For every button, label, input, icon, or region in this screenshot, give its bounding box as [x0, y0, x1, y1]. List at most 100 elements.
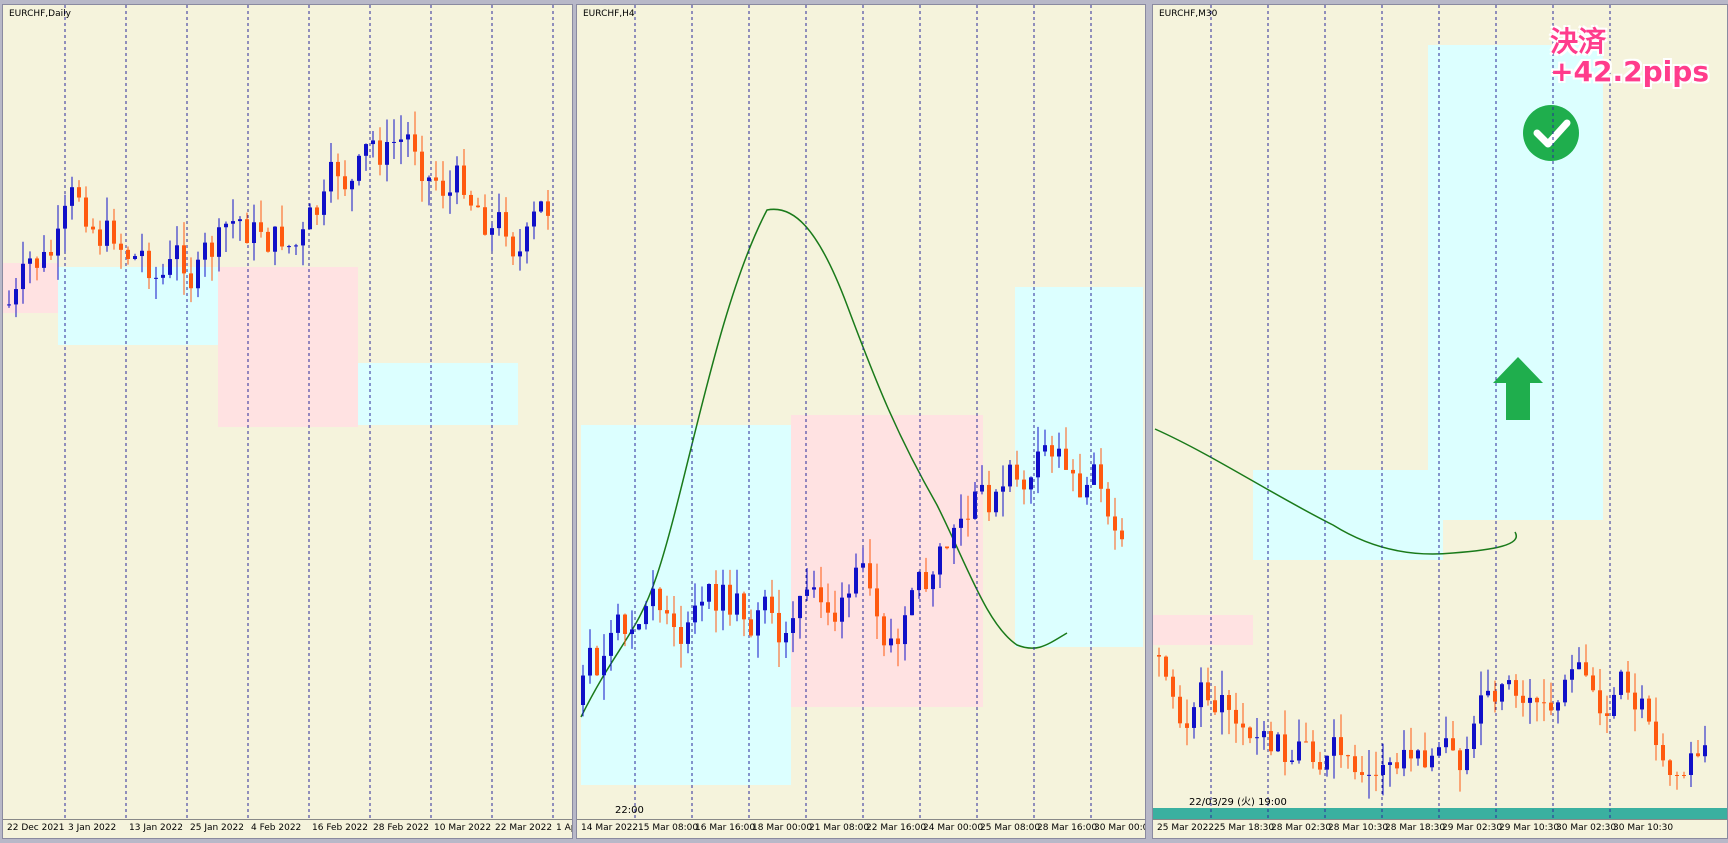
candle-body [805, 589, 809, 596]
candle-body [651, 588, 655, 607]
candle-body [1430, 755, 1434, 768]
candle-body [1171, 676, 1175, 697]
candle-body [714, 584, 718, 611]
candle-body [1682, 775, 1686, 776]
candle-body [525, 226, 529, 252]
candle-body [476, 205, 480, 208]
candle-body [266, 231, 270, 252]
candle-body [1514, 680, 1518, 696]
candle-body [1227, 695, 1231, 710]
candle-body [896, 638, 900, 645]
candle-body [630, 629, 634, 634]
plot [1153, 5, 1727, 820]
candle-body [357, 155, 361, 181]
candle-body [938, 546, 942, 575]
x-tick-label: 1 Apr 2022 [556, 823, 572, 833]
x-axis: 22 Dec 2021 3 Jan 2022 13 Jan 2022 25 Jan 2… [3, 819, 572, 838]
time-label: 22/03/29 (火) 19:00 [1189, 797, 1287, 808]
candle-body [1458, 750, 1462, 771]
candle-body [504, 212, 508, 237]
x-tick-label: 22 Mar 16:00 [866, 823, 927, 833]
candle-body [399, 139, 403, 142]
candle-body [140, 250, 144, 257]
candle-body [1654, 721, 1658, 746]
candle-body [252, 222, 256, 244]
candle-body [1633, 692, 1637, 710]
candle-body [1486, 690, 1490, 696]
candle-body [434, 177, 438, 181]
candle-body [1036, 451, 1040, 478]
candle-body [728, 584, 732, 615]
candle-body [1311, 741, 1315, 763]
candle-body [280, 226, 284, 247]
candle-body [1451, 738, 1455, 751]
candle-body [364, 144, 368, 156]
candle-body [1472, 723, 1476, 749]
candle-body [518, 251, 522, 257]
candle-body [1304, 741, 1308, 743]
candle-body [1661, 745, 1665, 761]
candle-body [455, 165, 459, 193]
candle-body [273, 226, 277, 252]
candle-body [448, 192, 452, 196]
candle-body [1106, 488, 1110, 517]
candle-body [1283, 734, 1287, 762]
candle-body [1078, 473, 1082, 498]
candle-body [1022, 479, 1026, 490]
candle-body [1374, 774, 1378, 776]
candle-body [371, 140, 375, 145]
candle-body [1332, 737, 1336, 756]
candle-body [588, 647, 592, 676]
candle-body [539, 201, 543, 212]
candle-body [133, 256, 137, 260]
x-tick-label: 18 Mar 00:00 [752, 823, 813, 833]
candle-body [1325, 755, 1329, 770]
chart-panel: EURCHF,Daily 22 Dec 2021 3 Jan 2022 13 Jan… [2, 4, 573, 839]
candle-body [868, 563, 872, 589]
time-label: 22:00 [615, 805, 644, 816]
candle-body [56, 228, 60, 256]
candle-body [595, 647, 599, 676]
candle-body [1563, 679, 1567, 703]
candle-body [889, 638, 893, 646]
candle-body [217, 227, 221, 257]
candle-body [245, 219, 249, 244]
x-tick-label: 28 Mar 10:30 [1328, 823, 1389, 833]
candle-body [1423, 750, 1427, 768]
candle-body [1262, 731, 1266, 738]
candle-body [784, 632, 788, 643]
candle-body [231, 221, 235, 224]
candle-body [861, 563, 865, 568]
candle-body [1185, 723, 1189, 728]
candle-body [462, 165, 466, 195]
candle-body [392, 141, 396, 143]
candle-body [182, 245, 186, 274]
x-tick-label: 28 Mar 18:30 [1385, 823, 1446, 833]
candle-body [1598, 690, 1602, 714]
candle-body [301, 229, 305, 246]
candle-body [931, 574, 935, 590]
plot [3, 5, 554, 820]
candle-body [329, 161, 333, 192]
candle-body [490, 228, 494, 235]
candle-body [1591, 675, 1595, 691]
candle-body [791, 618, 795, 633]
candle-body [259, 222, 263, 232]
candle-body [315, 207, 319, 215]
candle-body [693, 605, 697, 623]
plot [580, 5, 1143, 820]
candle-body [203, 242, 207, 260]
candle-body [910, 590, 914, 616]
candle-body [819, 587, 823, 603]
candle-body [91, 226, 95, 230]
candle-body [21, 263, 25, 290]
x-tick-label: 22 Dec 2021 [7, 823, 65, 833]
candle-body [126, 249, 130, 260]
candle-body [1120, 530, 1124, 540]
candle-body [469, 194, 473, 206]
candle-body [742, 593, 746, 620]
candle-body [84, 197, 88, 227]
candle-body [1570, 669, 1574, 680]
candle-body [1255, 737, 1259, 739]
candle-body [1297, 741, 1301, 761]
